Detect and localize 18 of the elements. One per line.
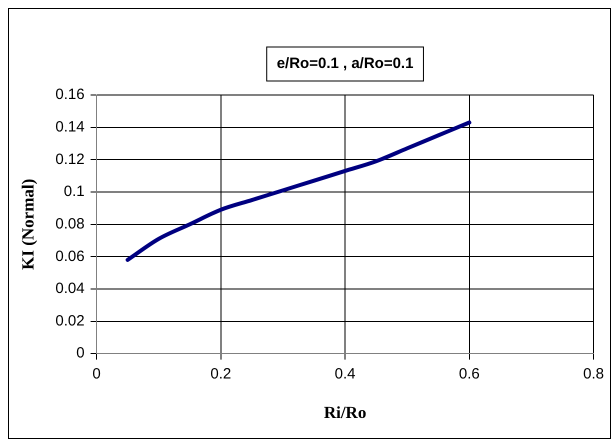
y-tick-label: 0.16 [55,86,85,104]
y-tick-label: 0.12 [55,150,85,168]
chart-title: e/Ro=0.1 , a/Ro=0.1 [276,55,414,72]
y-tick-label: 0.06 [55,248,85,265]
x-tick-label: 0.6 [458,366,480,383]
y-axis-title: KI (Normal) [18,178,38,270]
y-tick-label: 0.02 [55,312,85,330]
y-tick-label: 0.08 [55,215,85,232]
y-tick-label: 0.14 [55,118,85,136]
x-tick-label: 0.8 [583,366,604,383]
x-axis-title: Ri/Ro [324,403,366,422]
y-tick-label: 0.1 [64,183,85,200]
line-series [126,120,472,262]
y-tick-label: 0.04 [55,280,85,298]
x-tick-label: 0.2 [210,366,232,383]
x-tick-label: 0 [92,366,101,383]
x-tick-label: 0.4 [334,366,356,383]
y-tick-label: 0 [76,344,85,362]
